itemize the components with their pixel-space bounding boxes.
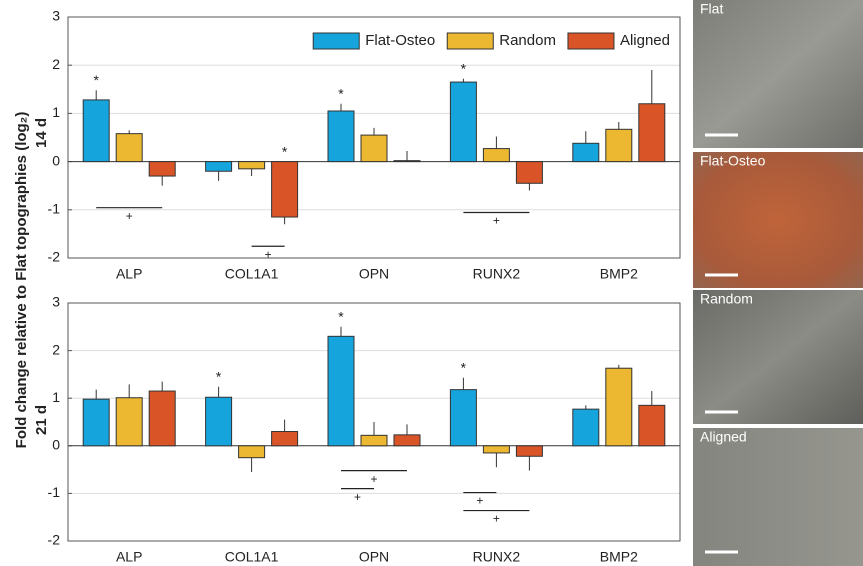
legend-label: Aligned bbox=[620, 32, 670, 49]
x-tick-label: BMP2 bbox=[600, 266, 638, 282]
bar bbox=[239, 446, 265, 458]
micrograph-panel: Flat Flat-Osteo Random Aligned bbox=[693, 0, 863, 566]
x-tick-label: BMP2 bbox=[600, 549, 638, 565]
legend-swatch bbox=[447, 33, 493, 49]
x-tick-label: OPN bbox=[359, 549, 389, 565]
micrograph bbox=[693, 290, 863, 424]
y-axis-label: Fold change relative to Flat topographie… bbox=[13, 112, 30, 449]
bar bbox=[606, 129, 632, 161]
bar bbox=[116, 134, 142, 162]
bar bbox=[639, 104, 665, 162]
micrograph-label: Aligned bbox=[700, 429, 747, 445]
bar bbox=[361, 435, 387, 445]
legend-swatch bbox=[313, 33, 359, 49]
bar bbox=[639, 405, 665, 445]
panel-subtitle: 14 d bbox=[33, 118, 50, 148]
x-tick-label: ALP bbox=[116, 549, 142, 565]
y-tick-label: 2 bbox=[52, 56, 60, 72]
y-tick-label: 1 bbox=[52, 389, 60, 405]
y-tick-label: 2 bbox=[52, 341, 60, 357]
bar bbox=[83, 100, 109, 162]
significance-star: * bbox=[282, 143, 288, 159]
bar bbox=[149, 162, 175, 176]
legend-label: Random bbox=[499, 32, 556, 49]
bar bbox=[272, 432, 298, 446]
bar bbox=[573, 143, 599, 161]
y-tick-label: 1 bbox=[52, 104, 60, 120]
significance-star: * bbox=[216, 368, 222, 384]
y-tick-label: 3 bbox=[52, 8, 60, 24]
bar bbox=[116, 398, 142, 446]
x-tick-label: COL1A1 bbox=[225, 266, 279, 282]
panel-subtitle: 21 d bbox=[33, 405, 50, 435]
bar bbox=[516, 446, 542, 456]
bar bbox=[483, 446, 509, 453]
x-tick-label: ALP bbox=[116, 266, 142, 282]
x-tick-label: RUNX2 bbox=[473, 266, 521, 282]
bar bbox=[394, 161, 420, 162]
comparison-mark: + bbox=[370, 472, 377, 486]
micrograph bbox=[693, 428, 863, 566]
micrograph-label: Flat-Osteo bbox=[700, 153, 766, 169]
comparison-mark: + bbox=[265, 247, 272, 261]
y-tick-label: -2 bbox=[48, 249, 61, 265]
bar bbox=[328, 111, 354, 162]
y-tick-label: 0 bbox=[52, 437, 60, 453]
x-tick-label: OPN bbox=[359, 266, 389, 282]
bar bbox=[516, 162, 542, 184]
y-tick-label: 3 bbox=[52, 294, 60, 310]
comparison-mark: + bbox=[493, 512, 500, 526]
bar bbox=[394, 435, 420, 446]
bar bbox=[450, 82, 476, 162]
bar bbox=[606, 368, 632, 446]
bar bbox=[239, 162, 265, 169]
bar bbox=[450, 390, 476, 446]
significance-star: * bbox=[461, 359, 467, 375]
significance-star: * bbox=[93, 72, 99, 88]
comparison-mark: + bbox=[126, 209, 133, 223]
figure: Fold change relative to Flat topographie… bbox=[0, 0, 863, 566]
y-tick-label: -1 bbox=[48, 484, 61, 500]
micrograph bbox=[693, 152, 863, 288]
bar bbox=[328, 336, 354, 445]
significance-star: * bbox=[461, 60, 467, 76]
micrograph-label: Flat bbox=[700, 1, 723, 17]
bar bbox=[272, 162, 298, 217]
y-tick-label: -1 bbox=[48, 201, 61, 217]
bar bbox=[206, 162, 232, 172]
bar bbox=[483, 149, 509, 162]
comparison-mark: + bbox=[354, 490, 361, 504]
y-tick-label: 0 bbox=[52, 152, 60, 168]
x-tick-label: RUNX2 bbox=[473, 549, 521, 565]
micrograph-label: Random bbox=[700, 291, 753, 307]
bar bbox=[206, 397, 232, 446]
bar bbox=[83, 399, 109, 446]
significance-star: * bbox=[338, 309, 344, 325]
comparison-mark: + bbox=[493, 214, 500, 228]
legend-swatch bbox=[568, 33, 614, 49]
legend-label: Flat-Osteo bbox=[365, 32, 435, 49]
bar bbox=[573, 409, 599, 446]
bar bbox=[361, 135, 387, 162]
x-tick-label: COL1A1 bbox=[225, 549, 279, 565]
micrograph bbox=[693, 0, 863, 148]
bar bbox=[149, 391, 175, 446]
significance-star: * bbox=[338, 85, 344, 101]
comparison-mark: + bbox=[476, 494, 483, 508]
y-tick-label: -2 bbox=[48, 532, 61, 548]
